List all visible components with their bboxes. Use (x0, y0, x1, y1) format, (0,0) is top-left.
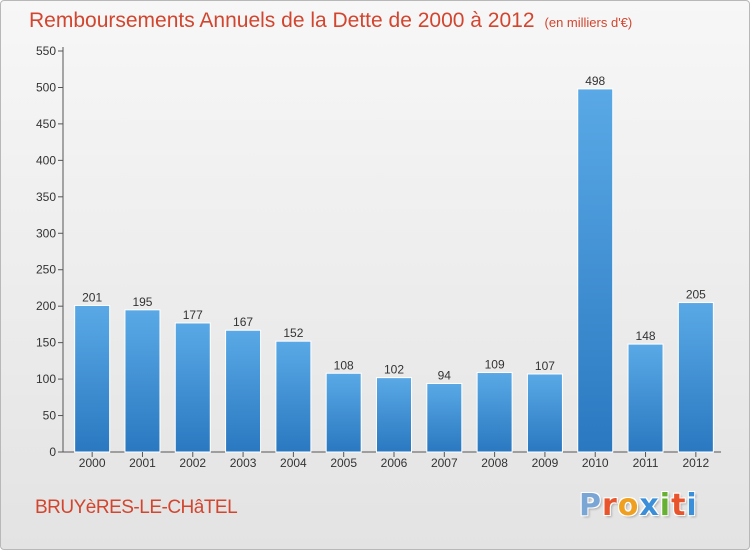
y-tick-label: 100 (36, 372, 56, 386)
y-tick-label: 150 (36, 336, 56, 350)
x-tick-label-2008: 2008 (481, 456, 508, 470)
value-label-2005: 108 (334, 358, 354, 372)
bar-2009 (526, 373, 563, 453)
bar-2011 (627, 343, 664, 453)
y-tick-label: 550 (36, 44, 56, 58)
bar-2003 (225, 329, 262, 453)
bar-2005 (325, 372, 362, 453)
value-label-2012: 205 (686, 288, 706, 302)
logo-letter: o (617, 488, 640, 523)
value-label-2000: 201 (82, 290, 102, 304)
logo-letter: r (602, 488, 618, 523)
y-tick-label: 400 (36, 153, 56, 167)
y-tick-label: 350 (36, 190, 56, 204)
chart-title-text: Remboursements Annuels de la Dette de 20… (29, 9, 535, 32)
y-tick-label: 0 (49, 445, 56, 459)
logo-letter: i (686, 488, 698, 523)
x-tick-label-2007: 2007 (431, 456, 458, 470)
bar-2007 (426, 382, 463, 453)
x-tick-label-2009: 2009 (532, 456, 559, 470)
x-tick-label-2000: 2000 (79, 456, 106, 470)
bar-2012 (677, 302, 714, 453)
bar-2002 (174, 322, 211, 453)
x-tick-label-2012: 2012 (682, 456, 709, 470)
bar-2010 (577, 88, 614, 453)
bar-2006 (376, 377, 412, 453)
x-tick-label-2005: 2005 (330, 456, 357, 470)
bar-2004 (275, 340, 312, 453)
value-label-2002: 177 (183, 308, 203, 322)
bar-2008 (476, 372, 513, 453)
x-tick-label-2001: 2001 (129, 456, 156, 470)
proxiti-logo: Proxiti (579, 488, 698, 523)
logo-letter: i (659, 488, 672, 523)
logo-letter: P (579, 488, 602, 523)
value-label-2008: 109 (485, 358, 505, 372)
value-label-2007: 94 (438, 368, 452, 382)
x-tick-label-2002: 2002 (179, 456, 206, 470)
logo-letter: x (639, 488, 660, 523)
value-label-2001: 195 (132, 295, 152, 309)
logo-letter: t (671, 488, 687, 523)
y-tick-label: 50 (43, 409, 57, 423)
x-tick-label-2006: 2006 (381, 456, 408, 470)
commune-name: BRUYèRES-LE-CHâTEL (35, 497, 238, 518)
x-tick-label-2010: 2010 (582, 456, 609, 470)
chart-title: Remboursements Annuels de la Dette de 20… (29, 9, 632, 33)
y-tick-label: 450 (36, 117, 56, 131)
y-tick-label: 200 (36, 299, 56, 313)
y-tick-label: 500 (36, 80, 56, 94)
x-tick-label-2004: 2004 (280, 456, 307, 470)
y-tick-label: 250 (36, 263, 56, 277)
value-label-2003: 167 (233, 315, 253, 329)
bar-2000 (74, 304, 111, 453)
bar-2001 (124, 309, 161, 453)
value-label-2009: 107 (535, 359, 555, 373)
value-label-2011: 148 (636, 329, 656, 343)
value-label-2006: 102 (384, 363, 404, 377)
chart-subtitle: (en milliers d'€) (544, 15, 633, 30)
y-tick-label: 300 (36, 226, 56, 240)
x-tick-label-2003: 2003 (230, 456, 257, 470)
value-label-2004: 152 (283, 326, 303, 340)
x-tick-label-2011: 2011 (633, 456, 659, 470)
value-label-2010: 498 (585, 74, 605, 88)
